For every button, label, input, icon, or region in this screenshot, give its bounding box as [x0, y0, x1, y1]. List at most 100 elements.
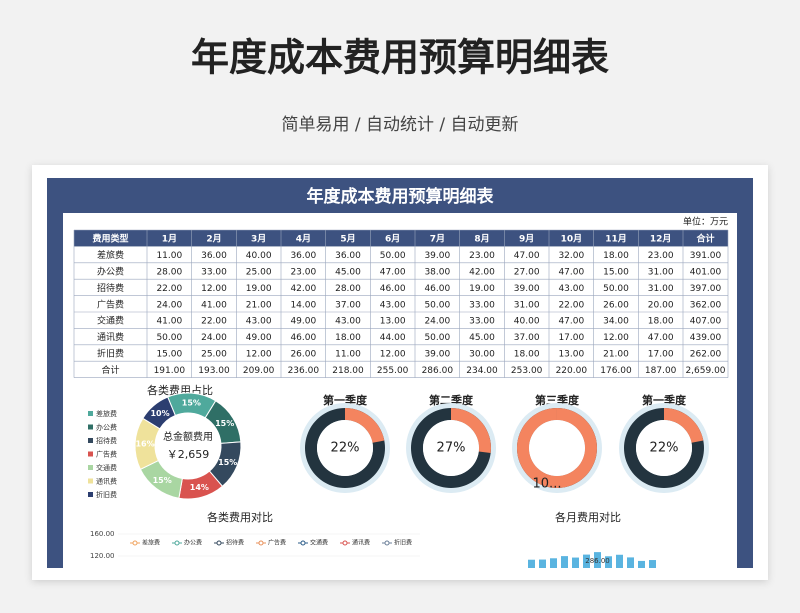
- column-header: 费用类型: [92, 233, 128, 245]
- legend-dot: [174, 540, 180, 546]
- cell: 38.00: [424, 268, 450, 278]
- cell: 253.00: [511, 366, 543, 376]
- column-header: 8月: [474, 234, 489, 245]
- legend-dot: [342, 540, 348, 546]
- cell: 43.00: [558, 284, 584, 294]
- cell: 18.00: [603, 251, 629, 261]
- legend-label: 办公费: [184, 539, 202, 547]
- cell: 23.00: [290, 268, 316, 278]
- cell: 18.00: [335, 333, 361, 343]
- cell: 41.00: [201, 300, 227, 310]
- segment-label: 15%: [218, 458, 237, 467]
- cell: 362.00: [690, 300, 722, 310]
- y-tick-label: 120.00: [90, 552, 115, 560]
- cell: 47.00: [558, 317, 584, 327]
- quarter-title: 第二季度: [429, 393, 474, 407]
- cell: 33.00: [469, 300, 495, 310]
- cell: 220.00: [556, 366, 588, 376]
- cell: 44.00: [380, 333, 406, 343]
- month-bar: [539, 559, 546, 568]
- quarter-title: 第三季度: [535, 393, 580, 407]
- segment-label: 10%: [150, 409, 169, 418]
- cell: 24.00: [424, 317, 450, 327]
- quarter-label: 27%: [437, 441, 466, 456]
- column-header: 11月: [605, 234, 627, 245]
- cell: 176.00: [600, 366, 632, 376]
- cell: 22.00: [558, 300, 584, 310]
- row-label: 折旧费: [97, 348, 124, 360]
- cell: 28.00: [335, 284, 361, 294]
- legend-label: 招待费: [96, 436, 117, 445]
- legend-dot: [132, 540, 138, 546]
- cell: 286.00: [422, 366, 454, 376]
- cell: 39.00: [424, 251, 450, 261]
- legend-swatch: [88, 478, 93, 484]
- quarter-label: 22%: [331, 441, 360, 456]
- column-header: 1月: [162, 234, 177, 245]
- legend-label: 通讯费: [96, 477, 117, 486]
- cell: 46.00: [380, 284, 406, 294]
- month-bar: [594, 552, 601, 568]
- legend-label: 广告费: [268, 539, 286, 547]
- cell: 47.00: [558, 268, 584, 278]
- cell: 397.00: [690, 284, 722, 294]
- cell: 49.00: [246, 333, 272, 343]
- cell: 12.00: [603, 333, 629, 343]
- cell: 42.00: [290, 284, 316, 294]
- legend-label: 折旧费: [394, 539, 412, 547]
- segment-label: 15%: [215, 419, 234, 428]
- row-label: 交通费: [97, 315, 124, 327]
- cell: 36.00: [201, 251, 227, 261]
- column-header: 6月: [385, 234, 400, 245]
- cell: 50.00: [424, 333, 450, 343]
- row-label: 差旅费: [97, 249, 124, 261]
- sheet-title: 年度成本费用预算明细表: [307, 186, 495, 207]
- center-label: 总金额费用: [163, 430, 213, 443]
- legend-swatch: [88, 424, 93, 430]
- peak-label: 286.00: [585, 557, 610, 565]
- cell: 50.00: [603, 284, 629, 294]
- cell: 39.00: [514, 284, 540, 294]
- cell: 42.00: [469, 268, 495, 278]
- segment-label: 16%: [135, 439, 154, 448]
- legend-label: 折旧费: [96, 490, 117, 499]
- legend-dot: [384, 540, 390, 546]
- sheet-body: [63, 213, 737, 568]
- cell: 401.00: [690, 268, 722, 278]
- segment-label: 15%: [182, 399, 201, 408]
- cell: 193.00: [198, 366, 230, 376]
- cell: 23.00: [469, 251, 495, 261]
- cell: 47.00: [380, 268, 406, 278]
- cell: 25.00: [201, 350, 227, 360]
- month-bar: [550, 558, 557, 568]
- cell: 24.00: [201, 333, 227, 343]
- cell: 18.00: [648, 317, 674, 327]
- donut-progress: [664, 408, 704, 443]
- cell: 45.00: [469, 333, 495, 343]
- cell: 40.00: [246, 251, 272, 261]
- legend-label: 广告费: [96, 450, 117, 459]
- cell: 407.00: [690, 317, 722, 327]
- donut-hole: [529, 420, 585, 476]
- month-bar: [627, 557, 634, 568]
- donut-hole: [423, 420, 479, 476]
- cell: 21.00: [246, 300, 272, 310]
- cell: 26.00: [603, 300, 629, 310]
- legend-swatch: [88, 411, 93, 416]
- cell: 11.00: [335, 350, 361, 360]
- quarter-title: 第一季度: [642, 393, 687, 407]
- cell: 209.00: [243, 366, 275, 376]
- cell: 33.00: [201, 268, 227, 278]
- cell: 46.00: [290, 333, 316, 343]
- row-label: 广告费: [97, 298, 124, 310]
- cell: 25.00: [246, 268, 272, 278]
- quarter-label: 22%: [650, 441, 679, 456]
- cell: 18.00: [514, 350, 540, 360]
- center-value: ￥2,659: [167, 448, 210, 461]
- legend-swatch: [88, 438, 93, 443]
- legend-swatch: [88, 451, 93, 457]
- cell: 191.00: [154, 366, 186, 376]
- cell: 13.00: [380, 317, 406, 327]
- column-header: 9月: [519, 234, 534, 245]
